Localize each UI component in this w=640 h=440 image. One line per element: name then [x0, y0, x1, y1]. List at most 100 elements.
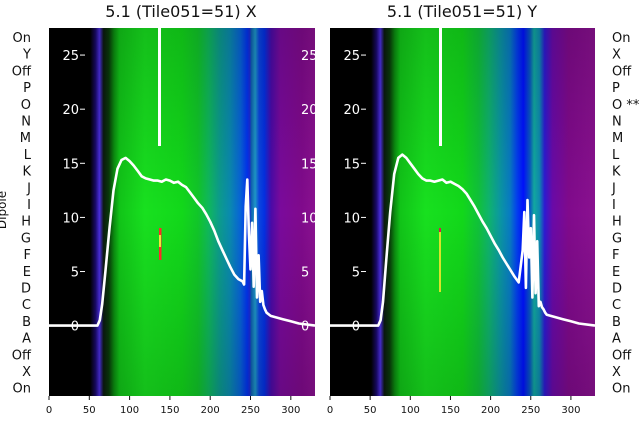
data-point [546, 314, 548, 316]
data-point [382, 301, 384, 303]
dipole-label-left: On [13, 31, 31, 46]
data-point [461, 188, 464, 190]
data-point [550, 315, 552, 317]
data-point [449, 181, 452, 183]
data-point [473, 206, 476, 208]
data-point [189, 191, 191, 194]
dipole-label-right: E [612, 265, 620, 280]
data-point [197, 202, 199, 204]
data-point [120, 159, 123, 161]
x-tick-label: 50 [364, 405, 377, 416]
series-line [330, 153, 596, 327]
data-point [543, 308, 545, 310]
dipole-label-left: O [21, 98, 31, 113]
data-point [526, 199, 529, 201]
dipole-label-left: On [13, 382, 31, 397]
dipole-label-right: Off [612, 348, 632, 363]
y-tick-label-edge: 20 [301, 103, 318, 118]
dipole-label-left: K [22, 165, 31, 180]
data-point [541, 306, 543, 308]
data-point [525, 287, 527, 289]
data-point [469, 199, 472, 201]
dipole-label-right: A [612, 332, 621, 347]
data-point [248, 233, 250, 235]
data-point [173, 182, 175, 184]
panel-y-yellow-flag [439, 232, 441, 292]
y-tick-label: 25 [62, 49, 79, 64]
panel-y-x-axis: 0 50 100 150 200 250 300 [327, 396, 580, 416]
panel-y: 5.1 (Tile051=51) Y 0 50 100 150 200 250 300 25… [327, 2, 640, 416]
y-tick-label: 20 [343, 103, 360, 118]
dipole-label-left: I [27, 198, 31, 213]
data-point [494, 242, 496, 244]
data-point [217, 240, 219, 242]
dipole-label-left: M [20, 131, 31, 146]
data-point [193, 197, 195, 199]
data-point [157, 180, 159, 182]
y-tick-label-edge: 0 [301, 320, 309, 335]
data-point [522, 249, 524, 251]
dipole-label-right: X [612, 365, 621, 380]
dipole-label-left: E [23, 265, 31, 280]
dipole-label-left: Off [12, 348, 32, 363]
data-point [433, 181, 435, 183]
data-point [401, 154, 403, 156]
data-point [149, 178, 151, 181]
y-tick-label: 0 [352, 320, 360, 335]
dipole-label-left: N [21, 115, 31, 130]
dipole-label-right: On [612, 31, 630, 46]
data-point [243, 283, 245, 286]
data-point [256, 296, 258, 299]
data-point [233, 274, 235, 276]
data-point [185, 186, 187, 188]
data-point [397, 157, 399, 159]
dipole-label-left: Off [12, 64, 32, 79]
dipole-label-left: F [24, 248, 31, 263]
data-point [253, 286, 255, 288]
panel-y-series [329, 153, 596, 327]
data-point [528, 256, 530, 259]
data-point [554, 316, 556, 318]
data-point [490, 235, 492, 237]
dipole-label-left: D [21, 282, 31, 297]
dipole-label-right: G [612, 231, 622, 246]
data-point [417, 173, 419, 175]
data-point [229, 266, 231, 268]
dipole-label-left: P [23, 81, 31, 96]
data-point [181, 184, 183, 186]
panel-x-ylabel: Dipole [0, 191, 9, 229]
data-point [445, 182, 447, 184]
data-point [425, 180, 427, 182]
data-point [502, 256, 504, 259]
data-point [282, 318, 284, 320]
data-point [482, 221, 484, 223]
data-point [137, 170, 139, 172]
dipole-label-right: X [612, 48, 621, 63]
x-tick-label: 300 [561, 405, 580, 416]
dipole-label-left: G [21, 231, 31, 246]
dipole-label-left: B [22, 315, 31, 330]
data-point [101, 303, 103, 305]
data-point [290, 320, 292, 322]
data-point [437, 180, 439, 182]
data-point [213, 229, 215, 231]
panel-x-x-axis: 0 50 100 150 200 250 300 [46, 396, 300, 416]
data-point [535, 292, 537, 294]
data-point [486, 227, 488, 229]
panel-x-title: 5.1 (Tile051=51) X [105, 2, 256, 21]
y-tick-label: 10 [343, 211, 360, 226]
data-point [409, 162, 411, 164]
panel-y-heatmap-shade [330, 28, 595, 396]
dipole-label-left: L [24, 148, 32, 163]
y-tick-label: 5 [352, 266, 360, 281]
data-point [259, 301, 261, 303]
data-point [514, 276, 516, 278]
data-point [298, 322, 300, 325]
dipole-label-right: D [612, 282, 622, 297]
x-tick-label: 0 [327, 405, 333, 416]
data-point [533, 214, 535, 216]
data-point [99, 319, 101, 321]
dipole-label-left: J [26, 181, 31, 196]
